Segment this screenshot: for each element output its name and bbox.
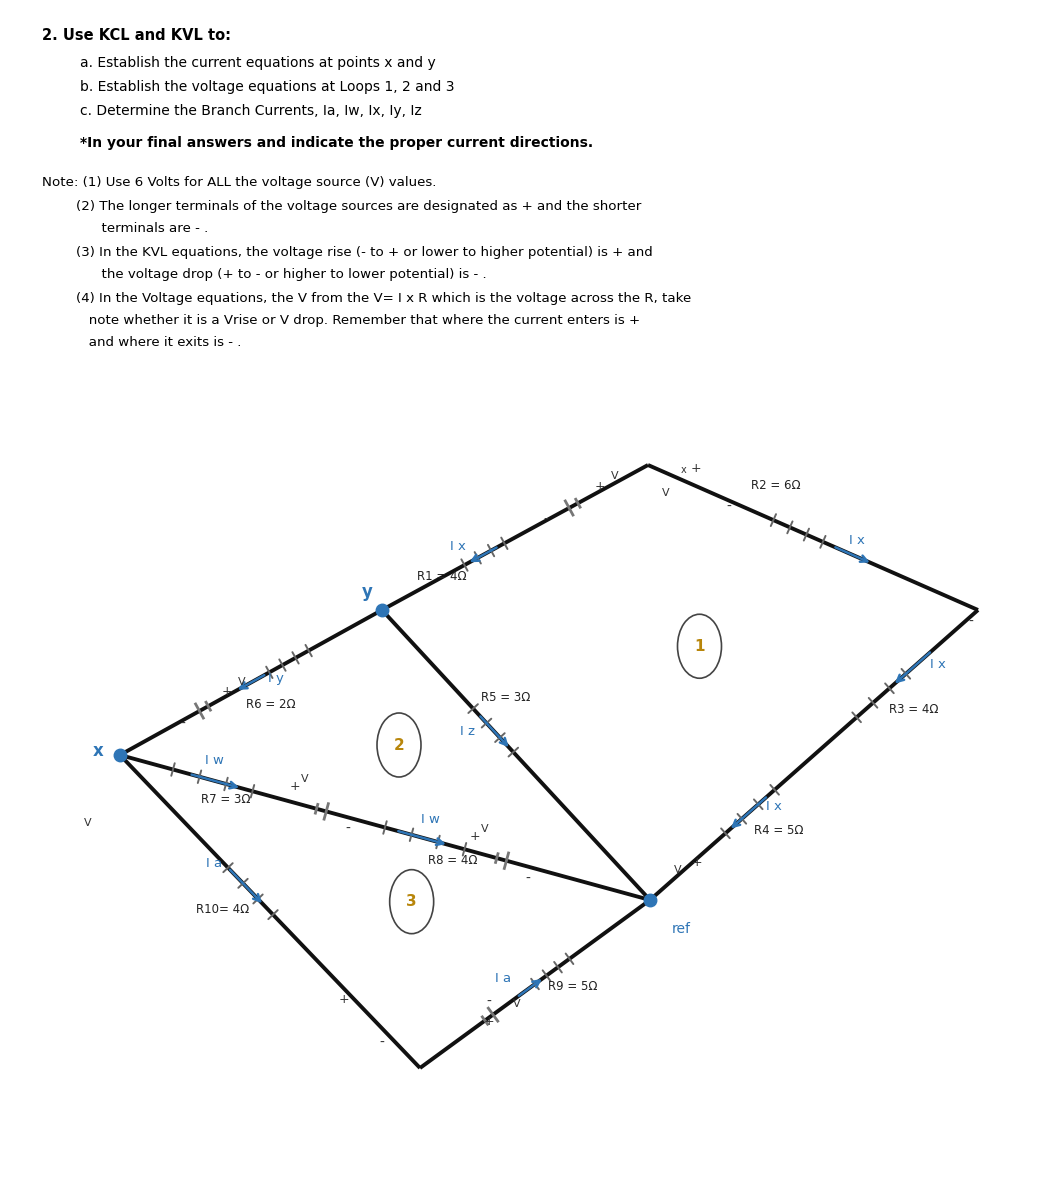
Text: +: + xyxy=(594,480,605,493)
Text: +: + xyxy=(691,462,701,475)
Text: terminals are - .: terminals are - . xyxy=(43,222,208,235)
Text: b. Establish the voltage equations at Loops 1, 2 and 3: b. Establish the voltage equations at Lo… xyxy=(80,80,454,94)
Text: R4 = 5Ω: R4 = 5Ω xyxy=(754,824,803,838)
Text: I w: I w xyxy=(421,814,440,826)
Text: V: V xyxy=(663,488,670,498)
Text: -: - xyxy=(726,500,731,514)
Text: y: y xyxy=(362,583,372,601)
Text: R3 = 4Ω: R3 = 4Ω xyxy=(890,703,938,715)
Text: V: V xyxy=(674,865,681,875)
Text: I y: I y xyxy=(268,672,283,685)
Text: +: + xyxy=(484,1015,495,1028)
Text: V: V xyxy=(237,677,246,686)
Text: (2) The longer terminals of the voltage sources are designated as + and the shor: (2) The longer terminals of the voltage … xyxy=(43,200,641,214)
Text: 2: 2 xyxy=(394,738,404,752)
Text: -: - xyxy=(345,822,351,836)
Text: I a: I a xyxy=(206,858,222,870)
Text: R9 = 5Ω: R9 = 5Ω xyxy=(549,979,598,992)
Text: +: + xyxy=(692,857,702,870)
Text: -: - xyxy=(543,514,548,527)
Text: I x: I x xyxy=(766,800,782,814)
Text: R8 = 4Ω: R8 = 4Ω xyxy=(428,853,478,866)
Text: Note: (1) Use 6 Volts for ALL the voltage source (V) values.: Note: (1) Use 6 Volts for ALL the voltag… xyxy=(43,176,437,188)
Text: V: V xyxy=(481,823,488,834)
Text: I x: I x xyxy=(450,540,467,552)
Text: 1: 1 xyxy=(694,638,705,654)
Text: 2. Use KCL and KVL to:: 2. Use KCL and KVL to: xyxy=(43,28,231,43)
Text: +: + xyxy=(470,829,480,842)
Text: note whether it is a Vrise or V drop. Remember that where the current enters is : note whether it is a Vrise or V drop. Re… xyxy=(43,314,640,326)
Text: x: x xyxy=(680,466,686,475)
Text: R10= 4Ω: R10= 4Ω xyxy=(196,904,250,917)
Text: 3: 3 xyxy=(407,894,417,910)
Text: R2 = 6Ω: R2 = 6Ω xyxy=(751,479,801,492)
Text: V: V xyxy=(513,998,521,1008)
Text: R1 = 4Ω: R1 = 4Ω xyxy=(417,570,467,583)
Text: -: - xyxy=(380,1036,385,1050)
Text: -: - xyxy=(486,995,492,1008)
Text: V: V xyxy=(84,818,92,828)
Text: -: - xyxy=(526,871,531,886)
Text: V: V xyxy=(301,774,308,785)
Text: -: - xyxy=(180,716,186,731)
Text: +: + xyxy=(222,685,232,698)
Text: I z: I z xyxy=(460,725,475,738)
Text: c. Determine the Branch Currents, Ia, Iw, Ix, Iy, Iz: c. Determine the Branch Currents, Ia, Iw… xyxy=(80,104,422,118)
Text: R6 = 2Ω: R6 = 2Ω xyxy=(246,698,296,710)
Text: R7 = 3Ω: R7 = 3Ω xyxy=(200,792,250,805)
Text: ref: ref xyxy=(672,922,691,936)
Text: I x: I x xyxy=(930,658,947,671)
Text: the voltage drop (+ to - or higher to lower potential) is - .: the voltage drop (+ to - or higher to lo… xyxy=(43,268,486,281)
Text: -: - xyxy=(968,614,973,629)
Text: I x: I x xyxy=(848,534,865,547)
Text: (4) In the Voltage equations, the V from the V= I x R which is the voltage acros: (4) In the Voltage equations, the V from… xyxy=(43,292,692,305)
Text: R5 = 3Ω: R5 = 3Ω xyxy=(481,691,531,704)
Text: V: V xyxy=(611,472,619,481)
Text: I a: I a xyxy=(495,972,511,984)
Text: I w: I w xyxy=(205,754,224,767)
Text: and where it exits is - .: and where it exits is - . xyxy=(43,336,242,349)
Text: a. Establish the current equations at points x and y: a. Establish the current equations at po… xyxy=(80,56,436,70)
Text: +: + xyxy=(339,992,349,1006)
Text: x: x xyxy=(92,742,104,760)
Text: +: + xyxy=(289,780,301,793)
Text: (3) In the KVL equations, the voltage rise (- to + or lower to higher potential): (3) In the KVL equations, the voltage ri… xyxy=(43,246,652,259)
Text: *In your final answers and indicate the proper current directions.: *In your final answers and indicate the … xyxy=(80,136,593,150)
